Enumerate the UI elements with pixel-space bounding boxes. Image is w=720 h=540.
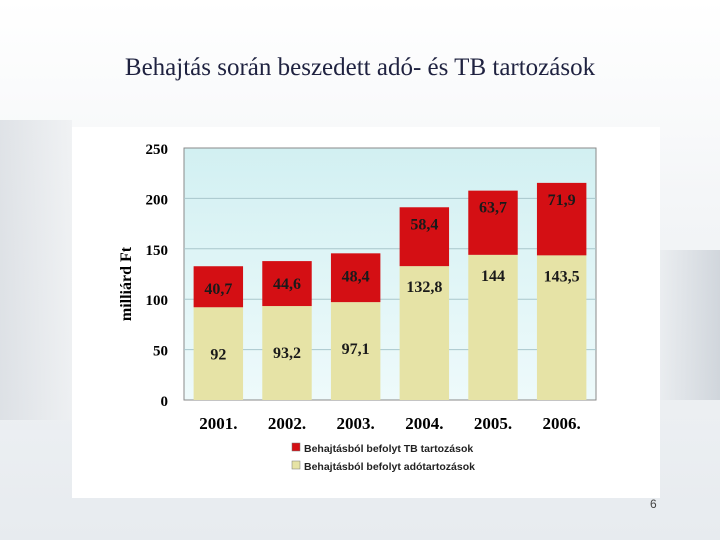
legend-label: Behajtásból befolyt TB tartozások <box>304 443 473 455</box>
bar-segment-ado <box>399 266 450 400</box>
y-tick-label: 250 <box>146 142 169 158</box>
background-decoration-right <box>660 250 720 400</box>
data-label-tb: 44,6 <box>273 276 301 293</box>
x-tick-label: 2006. <box>543 414 581 433</box>
background-decoration-left <box>0 120 72 420</box>
data-label-tb: 63,7 <box>479 200 507 217</box>
stacked-bar-chart: 92 40,7 93,2 44,6 97,1 48,4 132,8 58,4 144 63,7 14… <box>118 142 597 473</box>
y-tick-label: 0 <box>161 394 169 410</box>
x-tick-label: 2003. <box>337 414 375 433</box>
x-tick-label: 2005. <box>474 414 512 433</box>
bar-segment-ado <box>330 302 381 400</box>
data-label-ado: 143,5 <box>544 268 580 285</box>
slide-title: Behajtás során beszedett adó- és TB tart… <box>124 54 596 81</box>
data-label-ado: 92 <box>210 346 226 363</box>
legend-swatch <box>291 460 301 470</box>
data-label-ado: 144 <box>481 268 505 285</box>
bar-segment-ado <box>262 306 312 400</box>
legend-label: Behajtásból befolyt adótartozások <box>304 461 475 473</box>
data-label-tb: 71,9 <box>548 192 576 209</box>
data-label-ado: 97,1 <box>342 341 370 358</box>
bar-segment-ado <box>193 307 244 400</box>
data-label-tb: 48,4 <box>342 268 370 285</box>
x-tick-label: 2004. <box>405 414 443 433</box>
legend-swatch <box>291 442 301 452</box>
bar-segment-tb <box>399 207 450 267</box>
bar-segment-ado <box>536 255 587 400</box>
bar-segment-ado <box>468 254 518 400</box>
y-tick-label: 50 <box>153 344 168 360</box>
page-number: 6 <box>650 497 657 511</box>
bar-segment-tb <box>536 182 587 256</box>
bar-segment-tb <box>468 190 518 255</box>
y-tick-label: 100 <box>146 293 169 309</box>
plot-area <box>183 147 597 401</box>
bar-segment-tb <box>262 261 312 307</box>
x-tick-label: 2002. <box>268 414 306 433</box>
y-axis-label: milliárd Ft <box>118 246 135 321</box>
bar-segment-tb <box>193 266 244 308</box>
data-label-ado: 132,8 <box>406 279 442 296</box>
data-label-tb: 40,7 <box>204 281 232 298</box>
bar-segment-tb <box>330 253 381 303</box>
y-tick-label: 150 <box>146 243 169 259</box>
chart-panel: 92 40,7 93,2 44,6 97,1 48,4 132,8 58,4 144 63,7 14… <box>72 127 660 498</box>
data-label-tb: 58,4 <box>410 216 438 233</box>
y-tick-label: 200 <box>146 192 169 208</box>
x-tick-label: 2001. <box>199 414 237 433</box>
data-label-ado: 93,2 <box>273 345 301 362</box>
